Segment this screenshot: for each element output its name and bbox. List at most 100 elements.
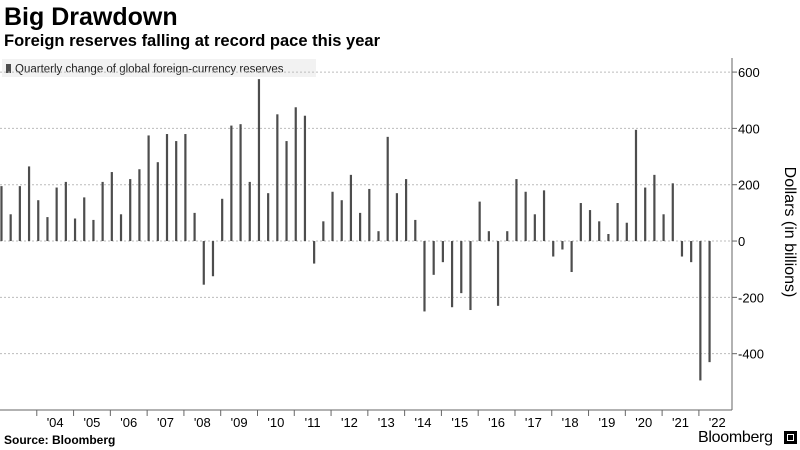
- bar: [708, 241, 711, 363]
- bar: [377, 231, 380, 242]
- bar: [202, 241, 205, 285]
- x-tick-label: '17: [525, 415, 542, 430]
- x-tick-label: '05: [83, 415, 100, 430]
- legend-label: Quarterly change of global foreign-curre…: [15, 64, 284, 76]
- bar: [303, 115, 307, 242]
- x-tick-label: '15: [451, 415, 468, 430]
- bar: [83, 197, 86, 242]
- x-tick-label: '16: [488, 415, 505, 430]
- bar: [9, 214, 12, 242]
- bar: [175, 141, 178, 242]
- bar: [349, 174, 353, 242]
- y-tick-label: 0: [738, 234, 745, 249]
- x-tick-label: '10: [267, 415, 284, 430]
- bar: [644, 187, 647, 242]
- bar: [18, 186, 21, 242]
- bar: [101, 181, 104, 242]
- bar: [276, 114, 279, 242]
- bar: [404, 179, 408, 242]
- legend-swatch: [6, 64, 11, 73]
- bar: [414, 219, 417, 242]
- bar: [359, 212, 362, 242]
- bar: [542, 190, 546, 242]
- bar: [552, 241, 555, 257]
- bar: [634, 129, 638, 242]
- bar: [294, 107, 297, 242]
- bar: [340, 200, 343, 242]
- bar: [690, 241, 693, 263]
- bar: [423, 241, 426, 312]
- bar: [432, 241, 435, 275]
- bar: [37, 200, 40, 242]
- y-axis-ticks: 600 400 200 0 -200 -400: [732, 65, 764, 362]
- bar: [607, 234, 610, 242]
- bar: [699, 241, 702, 381]
- bar: [524, 191, 527, 242]
- x-tick-label: '08: [194, 415, 211, 430]
- bar: [570, 241, 573, 273]
- bar: [671, 183, 674, 242]
- x-tick-label: '18: [562, 415, 579, 430]
- bar: [27, 166, 31, 242]
- x-tick-label: '12: [341, 415, 358, 430]
- bar: [616, 203, 619, 242]
- bar: [211, 241, 215, 277]
- y-tick-label: -200: [738, 290, 764, 305]
- bar: [368, 188, 371, 242]
- bar: [313, 241, 316, 264]
- bar: [0, 186, 3, 242]
- bar: [653, 174, 656, 242]
- x-tick-label: '13: [378, 415, 395, 430]
- bar: [469, 241, 472, 311]
- source-note: Source: Bloomberg: [4, 433, 116, 447]
- bar: [441, 241, 444, 263]
- y-tick-label: 400: [738, 121, 760, 136]
- bar: [561, 241, 564, 250]
- x-axis-ticks: '04 '05 '06 '07 '08 '09 '10 '11 '12 '13 '14 '15 '16 '…: [36, 410, 726, 430]
- bloomberg-logo-icon: [784, 431, 797, 444]
- bar: [64, 181, 67, 242]
- x-tick-label: '06: [120, 415, 137, 430]
- bar: [119, 214, 123, 242]
- x-tick-label: '04: [47, 415, 64, 430]
- x-tick-label: '19: [598, 415, 615, 430]
- bar: [156, 162, 159, 242]
- chart-subtitle: Foreign reserves falling at record pace …: [4, 32, 380, 50]
- bar: [267, 193, 270, 242]
- y-tick-label: -400: [738, 347, 764, 362]
- bar: [165, 134, 169, 242]
- bar: [92, 219, 95, 242]
- x-tick-label: '20: [635, 415, 652, 430]
- y-axis-label: Dollars (in billions): [781, 167, 798, 298]
- x-tick-label: '07: [157, 415, 174, 430]
- bar: [460, 241, 463, 294]
- bar: [110, 172, 113, 242]
- x-tick-label: '21: [672, 415, 689, 430]
- bar: [515, 179, 518, 242]
- bars: [0, 79, 711, 381]
- x-tick-label: '11: [305, 415, 321, 430]
- bar: [598, 221, 601, 242]
- chart-title: Big Drawdown: [4, 3, 178, 31]
- bar: [331, 191, 334, 242]
- bar: [138, 169, 141, 242]
- bar: [193, 212, 196, 242]
- bar: [73, 218, 77, 242]
- bar: [322, 221, 325, 242]
- x-tick-label: '09: [231, 415, 248, 430]
- bar: [147, 135, 150, 242]
- bar: [248, 181, 251, 242]
- bar: [478, 201, 481, 242]
- grid-lines: [0, 71, 732, 355]
- x-tick-label: '22: [709, 415, 726, 430]
- bar: [533, 214, 536, 242]
- bar: [506, 231, 509, 242]
- bar: [579, 203, 582, 242]
- brand-label: Bloomberg: [698, 429, 773, 446]
- bar: [285, 141, 288, 242]
- bar: [662, 214, 665, 242]
- bar: [46, 217, 49, 242]
- bar: [239, 124, 242, 242]
- bar: [230, 125, 233, 242]
